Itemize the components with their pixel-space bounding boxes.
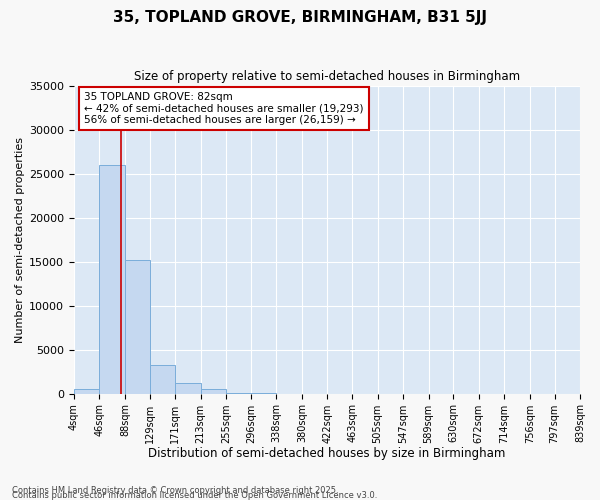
- Text: Contains HM Land Registry data © Crown copyright and database right 2025.: Contains HM Land Registry data © Crown c…: [12, 486, 338, 495]
- X-axis label: Distribution of semi-detached houses by size in Birmingham: Distribution of semi-detached houses by …: [148, 447, 506, 460]
- Title: Size of property relative to semi-detached houses in Birmingham: Size of property relative to semi-detach…: [134, 70, 520, 83]
- Bar: [175, 383, 200, 394]
- Bar: [200, 388, 226, 394]
- Text: Contains public sector information licensed under the Open Government Licence v3: Contains public sector information licen…: [12, 491, 377, 500]
- Bar: [74, 390, 100, 394]
- Bar: [100, 165, 125, 394]
- Bar: [226, 393, 251, 394]
- Bar: [125, 260, 150, 394]
- Y-axis label: Number of semi-detached properties: Number of semi-detached properties: [15, 136, 25, 342]
- Text: 35 TOPLAND GROVE: 82sqm
← 42% of semi-detached houses are smaller (19,293)
56% o: 35 TOPLAND GROVE: 82sqm ← 42% of semi-de…: [84, 92, 364, 125]
- Text: 35, TOPLAND GROVE, BIRMINGHAM, B31 5JJ: 35, TOPLAND GROVE, BIRMINGHAM, B31 5JJ: [113, 10, 487, 25]
- Bar: [150, 366, 175, 394]
